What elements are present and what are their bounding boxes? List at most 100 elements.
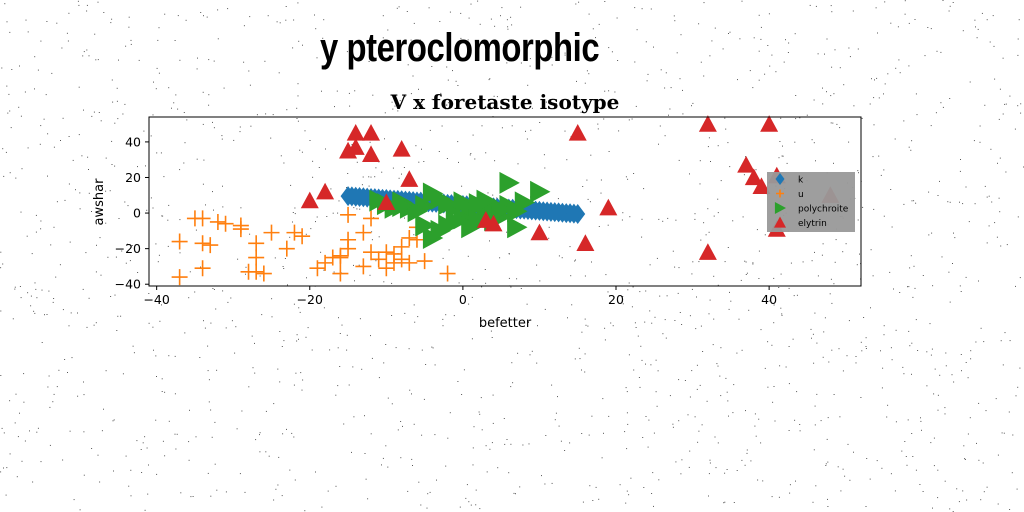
noise-speck <box>822 356 824 358</box>
noise-speck <box>858 172 859 174</box>
noise-speck <box>870 307 871 309</box>
noise-speck <box>782 155 784 157</box>
noise-speck <box>965 362 967 363</box>
noise-speck <box>164 455 166 457</box>
noise-speck <box>835 239 837 241</box>
noise-speck <box>717 198 719 200</box>
noise-speck <box>695 328 697 330</box>
noise-speck <box>5 494 7 496</box>
noise-speck <box>664 87 666 89</box>
noise-speck <box>346 187 348 188</box>
noise-speck <box>710 161 711 162</box>
noise-speck <box>717 212 719 214</box>
noise-speck <box>110 22 112 24</box>
noise-speck <box>162 440 164 442</box>
noise-speck <box>32 481 34 483</box>
noise-speck <box>282 266 284 267</box>
noise-speck <box>904 13 906 15</box>
noise-speck <box>83 51 85 53</box>
noise-speck <box>778 496 780 498</box>
noise-speck <box>466 484 468 486</box>
noise-speck <box>551 482 553 484</box>
noise-speck <box>557 198 559 200</box>
noise-speck <box>908 65 910 67</box>
point-u <box>248 235 265 252</box>
noise-speck <box>712 344 714 346</box>
noise-speck <box>34 312 36 314</box>
noise-speck <box>155 355 157 357</box>
noise-speck <box>903 203 905 205</box>
noise-speck <box>982 462 984 464</box>
noise-speck <box>788 346 790 347</box>
noise-speck <box>531 350 533 352</box>
noise-speck <box>717 145 719 147</box>
noise-speck <box>752 262 754 264</box>
noise-speck <box>758 50 760 52</box>
noise-speck <box>988 225 990 227</box>
noise-speck <box>815 485 817 487</box>
noise-speck <box>760 329 762 331</box>
noise-speck <box>949 98 951 99</box>
noise-speck <box>588 13 590 15</box>
noise-speck <box>179 169 181 171</box>
point-u <box>263 224 280 241</box>
noise-speck <box>492 194 494 196</box>
noise-speck <box>839 127 841 129</box>
noise-speck <box>527 84 529 86</box>
noise-speck <box>188 459 190 461</box>
noise-speck <box>571 304 573 306</box>
noise-speck <box>694 213 696 215</box>
noise-speck <box>883 169 885 171</box>
noise-speck <box>163 176 165 178</box>
noise-speck <box>53 146 55 148</box>
noise-speck <box>899 72 901 74</box>
noise-speck <box>774 420 776 422</box>
noise-speck <box>994 222 996 224</box>
noise-speck <box>490 330 492 332</box>
noise-speck <box>786 162 788 164</box>
noise-speck <box>519 486 521 488</box>
noise-speck <box>771 496 773 498</box>
noise-speck <box>418 481 420 483</box>
noise-speck <box>833 283 835 285</box>
noise-speck <box>492 394 494 396</box>
noise-speck <box>627 423 629 425</box>
noise-speck <box>481 125 483 127</box>
noise-speck <box>886 416 888 418</box>
noise-speck <box>114 165 116 167</box>
noise-speck <box>158 254 160 256</box>
noise-speck <box>713 275 715 277</box>
noise-speck <box>382 37 384 39</box>
noise-speck <box>411 393 412 395</box>
point-polychroite <box>507 200 528 223</box>
noise-speck <box>441 125 443 127</box>
noise-speck <box>86 4 88 6</box>
noise-speck <box>142 442 144 444</box>
noise-speck <box>1017 54 1019 56</box>
noise-speck <box>37 69 39 71</box>
noise-speck <box>66 32 68 34</box>
noise-speck <box>148 464 149 466</box>
noise-speck <box>581 369 582 371</box>
noise-speck <box>715 467 717 469</box>
noise-speck <box>539 280 541 282</box>
noise-speck <box>37 427 39 429</box>
noise-speck <box>980 499 982 501</box>
noise-speck <box>969 417 971 419</box>
noise-speck <box>155 243 157 245</box>
noise-speck <box>878 155 880 157</box>
noise-speck <box>865 506 867 507</box>
noise-speck <box>728 415 729 417</box>
y-tick-label: 40 <box>125 134 141 149</box>
noise-speck <box>959 285 961 287</box>
noise-speck <box>865 346 867 347</box>
noise-speck <box>480 397 482 399</box>
noise-speck <box>271 298 273 300</box>
noise-speck <box>152 114 154 116</box>
noise-speck <box>79 509 81 511</box>
noise-speck <box>254 372 256 374</box>
page-title: y pteroclomorphic <box>320 26 600 70</box>
noise-speck <box>352 366 354 368</box>
noise-speck <box>73 499 75 501</box>
